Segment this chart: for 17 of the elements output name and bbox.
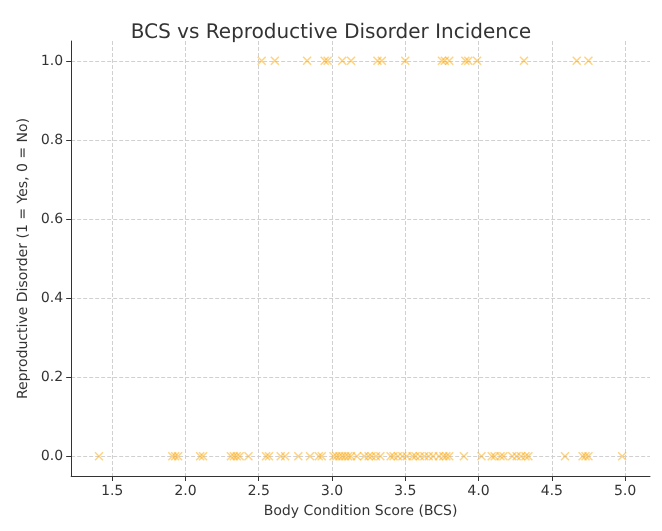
x-tick-label: 2.0 bbox=[174, 483, 197, 499]
y-tick-label: 0.2 bbox=[40, 369, 64, 386]
y-tick-label: 0.4 bbox=[40, 290, 64, 306]
x-tick-label: 3.5 bbox=[394, 483, 416, 499]
chart-title: BCS vs Reproductive Disorder Incidence bbox=[130, 19, 532, 43]
x-axis-title: Body Condition Score (BCS) bbox=[264, 503, 458, 519]
y-tick-label: 1.0 bbox=[40, 52, 64, 69]
x-tick-label: 5.0 bbox=[614, 483, 636, 499]
x-tick-label: 2.5 bbox=[248, 483, 270, 499]
x-tick-label: 4.0 bbox=[467, 483, 490, 499]
x-tick-label: 3.0 bbox=[320, 483, 344, 499]
x-tick-label: 1.5 bbox=[101, 483, 124, 499]
x-tick-label: 4.5 bbox=[540, 483, 563, 499]
y-tick-label: 0.6 bbox=[40, 210, 64, 227]
y-tick-label: 0.0 bbox=[40, 448, 64, 464]
y-tick-label: 0.8 bbox=[40, 132, 64, 148]
y-axis-title: Reproductive Disorder (1 = Yes, 0 = No) bbox=[15, 118, 31, 400]
